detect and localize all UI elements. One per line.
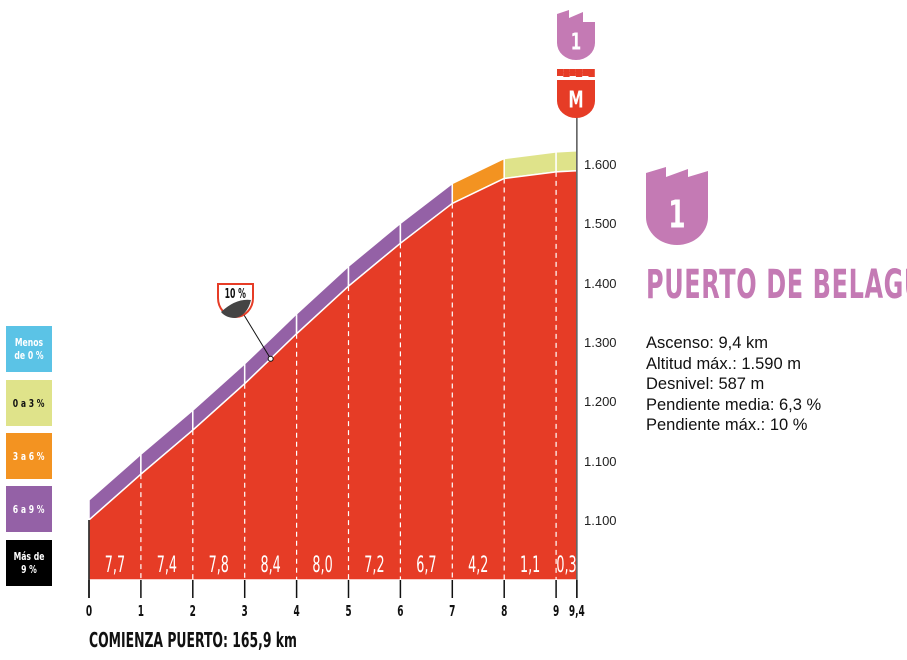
checkered-flag bbox=[575, 73, 583, 77]
segment-gradient-label: 7,7 bbox=[105, 552, 125, 578]
y-tick-label: 1.100 bbox=[584, 513, 617, 528]
legend-item: Más de 9 % bbox=[6, 540, 52, 586]
segment-gradient-label: 7,4 bbox=[157, 552, 177, 578]
checkered-flag bbox=[575, 69, 583, 73]
x-tick-label: 0 bbox=[86, 603, 93, 620]
legend-item: Menos de 0 % bbox=[6, 326, 52, 372]
badge-flag-small bbox=[557, 10, 583, 22]
legend-item: 6 a 9 % bbox=[6, 486, 52, 532]
checkered-flag bbox=[563, 69, 570, 73]
summit-badge-text: M bbox=[568, 86, 583, 113]
checkered-flag bbox=[569, 72, 576, 76]
stat-elevation-gain: Desnivel: 587 m bbox=[646, 375, 765, 393]
checkered-flag bbox=[582, 72, 589, 76]
x-tick-label: 9 bbox=[553, 603, 559, 620]
category-badge-large-text: 1 bbox=[668, 192, 685, 237]
checkered-flag bbox=[563, 73, 570, 77]
checkered-flag bbox=[582, 69, 589, 73]
checkered-flag bbox=[557, 69, 564, 73]
segment-gradient-label: 8,4 bbox=[261, 552, 281, 578]
max-gradient-label: 10 % bbox=[225, 286, 247, 302]
x-tick-label: 6 bbox=[397, 603, 403, 620]
y-tick-label: 1.300 bbox=[584, 335, 617, 350]
climb-stats: Ascenso: 9,4 km Altitud máx.: 1.590 m De… bbox=[646, 333, 821, 436]
x-tick-label: 2 bbox=[190, 603, 196, 620]
legend-item: 3 a 6 % bbox=[6, 433, 52, 479]
checkered-flag bbox=[588, 73, 595, 77]
x-tick-label: 8 bbox=[501, 603, 507, 620]
category-badge-small-text: 1 bbox=[571, 28, 582, 55]
segment-gradient-label: 7,2 bbox=[364, 552, 384, 578]
segment-gradient-label: 0,3 bbox=[556, 552, 576, 578]
category-badge-small bbox=[557, 22, 595, 61]
x-tick-label: 4 bbox=[293, 603, 300, 620]
stat-avg-gradient: Pendiente media: 6,3 % bbox=[646, 395, 822, 414]
marker-leader bbox=[243, 314, 272, 360]
y-tick-label: 1.200 bbox=[584, 394, 617, 409]
x-tick-label: 7 bbox=[449, 603, 455, 620]
max-gradient-badge-fill bbox=[221, 299, 251, 318]
y-tick-label: 1.500 bbox=[584, 216, 617, 231]
segment-gradient-label: 7,8 bbox=[209, 552, 229, 578]
segment-gradient-label: 4,2 bbox=[468, 552, 488, 578]
summit-badge bbox=[557, 80, 595, 118]
y-tick-label: 1.400 bbox=[584, 276, 617, 291]
checkered-flag bbox=[557, 72, 564, 76]
segment-gradient-label: 1,1 bbox=[520, 552, 540, 578]
category-badge-large bbox=[646, 183, 708, 246]
x-tick-label: 1 bbox=[138, 603, 144, 620]
stat-max-gradient: Pendiente máx.: 10 % bbox=[646, 416, 808, 434]
x-tick-label: 5 bbox=[345, 603, 351, 620]
marker-dot bbox=[267, 355, 274, 362]
profile-area bbox=[88, 169, 578, 581]
x-tick-label: 9,4 bbox=[569, 603, 585, 620]
checkered-flag bbox=[569, 69, 576, 73]
x-tick-label: 3 bbox=[242, 603, 248, 620]
legend-item: 0 a 3 % bbox=[6, 380, 52, 426]
stat-max-altitude: Altitud máx.: 1.590 m bbox=[646, 354, 801, 373]
checkered-flag bbox=[588, 69, 595, 73]
gradient-band-segment bbox=[555, 149, 578, 173]
segment-gradient-label: 6,7 bbox=[416, 552, 436, 578]
segment-gradient-label: 8,0 bbox=[312, 552, 332, 578]
y-tick-label: 1.600 bbox=[584, 157, 617, 172]
climb-title: PUERTO DE BELAGUA bbox=[646, 262, 907, 308]
climb-start-label: COMIENZA PUERTO: 165,9 km bbox=[89, 628, 297, 652]
badge-flag-large bbox=[646, 167, 708, 183]
stat-ascent: Ascenso: 9,4 km bbox=[646, 334, 768, 352]
y-tick-label: 1.100 bbox=[584, 454, 617, 469]
